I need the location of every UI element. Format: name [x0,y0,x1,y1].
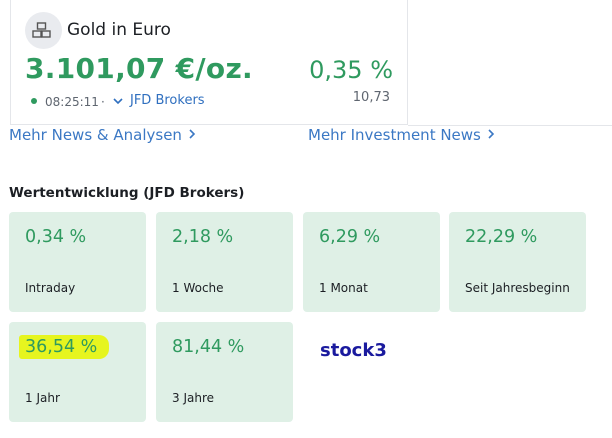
tile-value[interactable]: 2,18 % [172,227,233,247]
section-title: Wertentwicklung (JFD Brokers) [9,185,245,201]
news-link[interactable]: Mehr Investment News [308,126,496,144]
tile-value[interactable]: 22,29 % [465,227,537,247]
news-link[interactable]: Mehr News & Analysen [9,126,197,144]
tile-value-text[interactable]: 22,29 % [465,227,538,247]
link-text[interactable]: Mehr News & Analysen [9,126,182,144]
tile-value[interactable]: 81,44 % [172,337,244,357]
icon-graphic [32,22,51,38]
performance-tile[interactable]: 22,29 % Seit Jahresbeginn [449,212,586,312]
tile-value[interactable]: 0,34 % [25,227,86,247]
tile-label[interactable]: 1 Monat [319,281,368,295]
price: 3.101,07 €/oz. [25,52,253,85]
tile-value[interactable]: 6,29 % [319,227,380,247]
dropdown-chevron [113,98,123,105]
tile-value-text[interactable]: 0,34 % [25,227,87,247]
tile-label[interactable]: Intraday [25,281,76,295]
link-text[interactable]: Mehr Investment News [308,126,481,144]
tile-label[interactable]: 1 Jahr [25,391,60,405]
divider [408,125,612,126]
tile-value[interactable]: 36,54 % [19,335,110,359]
tile-label[interactable]: 1 Woche [172,281,224,295]
chevron [488,129,494,139]
performance-tile[interactable]: 6,29 % 1 Monat [303,212,440,312]
performance-tile[interactable]: 36,54 % 1 Jahr [9,322,146,422]
watermark: stock3 [320,340,387,361]
instrument-icon [25,12,62,49]
change-absolute: 10,73 [352,90,390,105]
separator: · [101,95,105,109]
tile-label[interactable]: 3 Jahre [172,391,214,405]
tile-value-text[interactable]: 2,18 % [172,227,234,247]
live-dot [31,98,37,104]
performance-tile[interactable]: 0,34 % Intraday [9,212,146,312]
tile-value-text[interactable]: 6,29 % [319,227,381,247]
chevron [189,129,195,139]
broker-select[interactable]: JFD Brokers [130,93,205,108]
performance-tile[interactable]: 2,18 % 1 Woche [156,212,293,312]
quote-card [10,0,408,125]
tile-value-text[interactable]: 36,54 % [19,335,110,359]
performance-tile[interactable]: 81,44 % 3 Jahre [156,322,293,422]
tile-value-text[interactable]: 81,44 % [172,337,245,357]
instrument-title: Gold in Euro [67,20,171,40]
tile-label[interactable]: Seit Jahresbeginn [465,281,570,295]
change-percent: 0,35 % [309,56,393,84]
time: 08:25:11 [45,95,99,109]
